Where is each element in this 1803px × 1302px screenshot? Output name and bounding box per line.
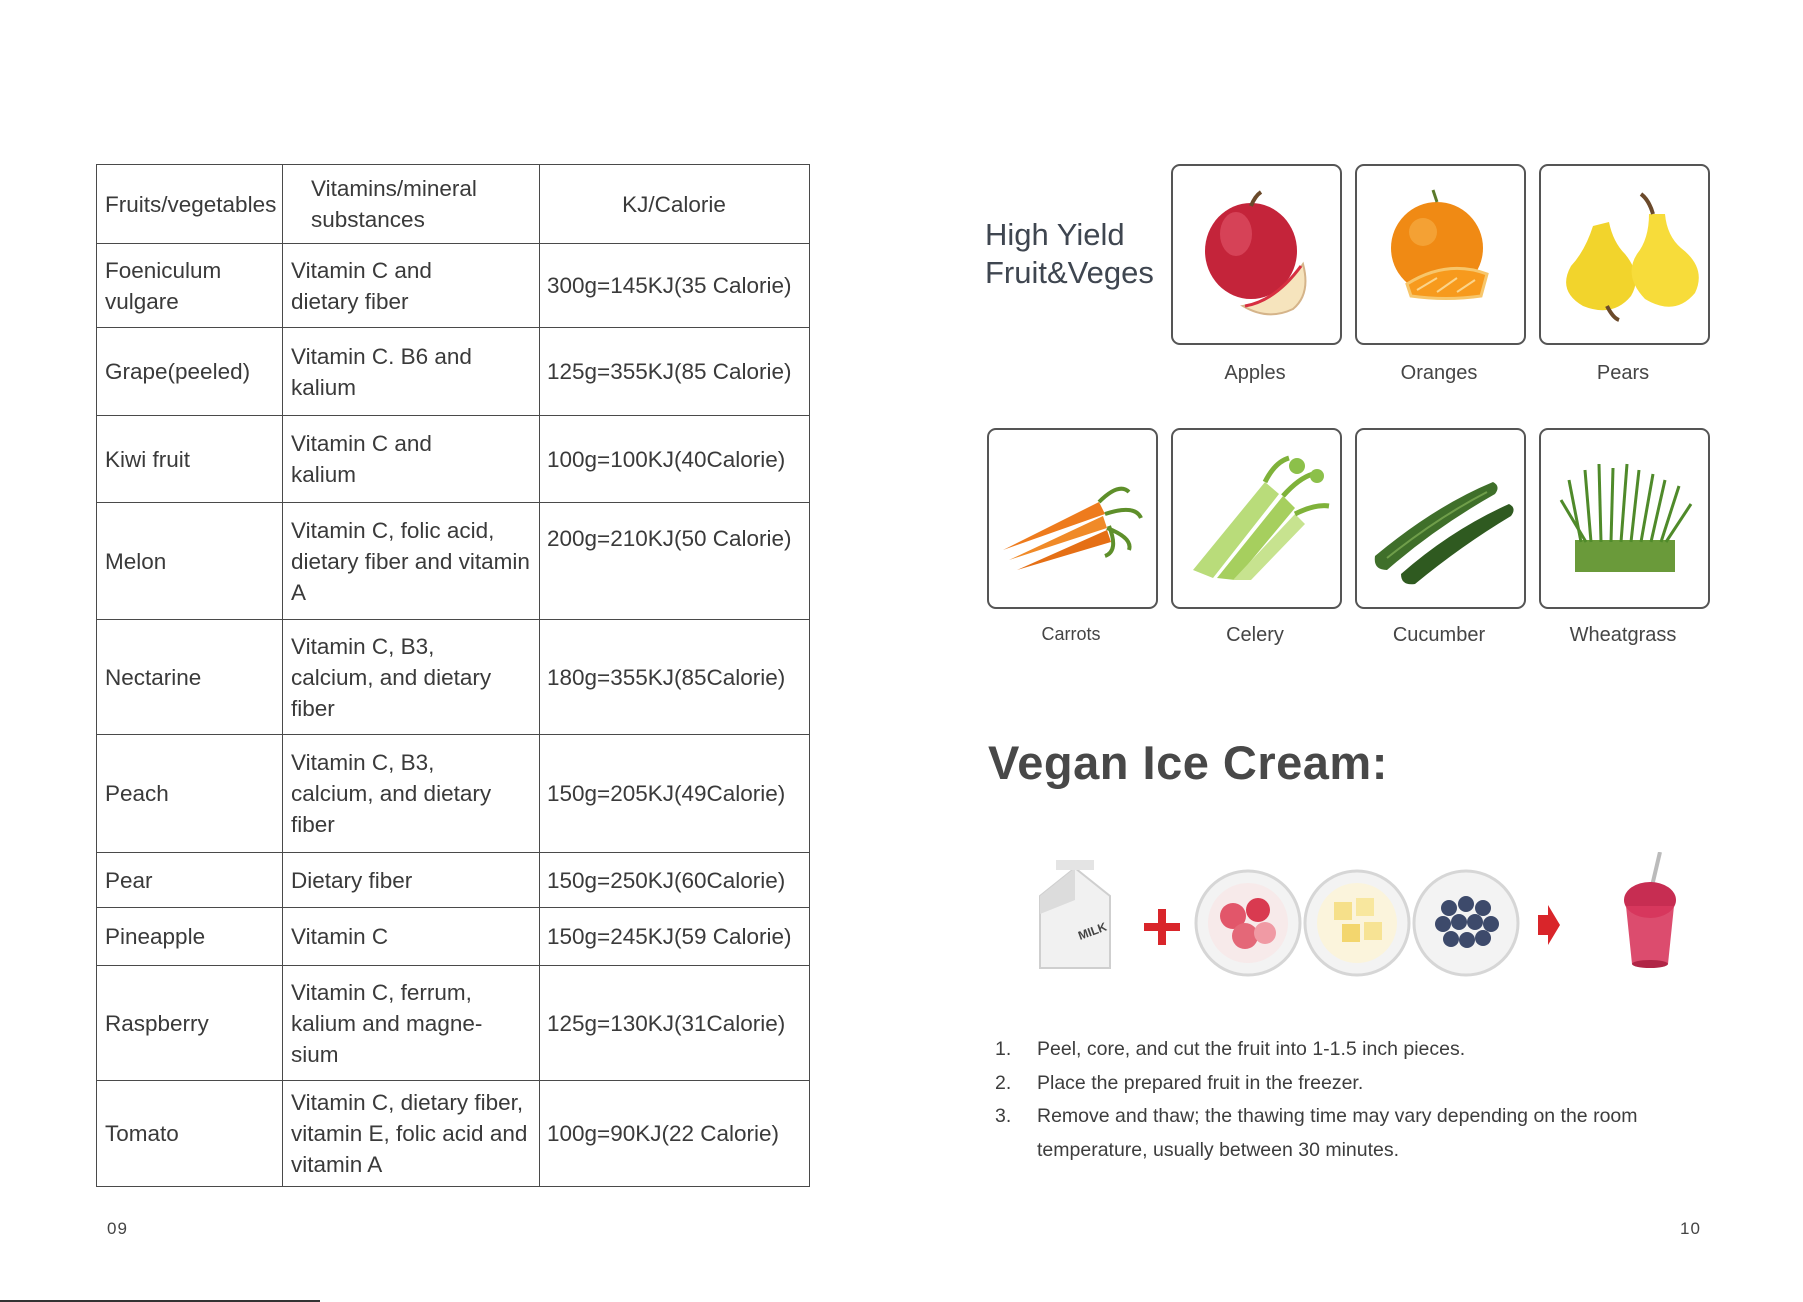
page-number-left: 09 (107, 1219, 128, 1238)
pineapple-bowl-icon (1303, 869, 1411, 977)
cell-vitamins: Vitamin C, folic acid, dietary fiber and… (282, 502, 540, 620)
recipe-title: Vegan Ice Cream: (988, 736, 1388, 789)
cell-kj: 125g=130KJ(31Calorie) (539, 965, 810, 1081)
produce-tile-carrots (987, 428, 1158, 609)
pear-icon (1566, 192, 1699, 322)
produce-tile-celery (1171, 428, 1342, 609)
step-text: Peel, core, and cut the fruit into 1-1.5… (1037, 1038, 1466, 1060)
cell-kj: 200g=210KJ(50 Calorie) (539, 502, 810, 620)
table-row: Pear Dietary fiber 150g=250KJ(60Calorie) (96, 852, 810, 908)
table-row: Grape(peeled) Vitamin C. B6 and kalium 1… (96, 327, 810, 416)
produce-tile-cucumber (1355, 428, 1526, 609)
carrot-icon (1003, 486, 1143, 570)
step-number: 3. (995, 1105, 1012, 1127)
table-row: Nectarine Vitamin C, B3, calcium, and di… (96, 619, 810, 735)
cell-kj: 100g=100KJ(40Calorie) (539, 415, 810, 503)
produce-label-celery: Celery (1226, 624, 1284, 646)
table-row: Peach Vitamin C, B3, calcium, and dietar… (96, 734, 810, 853)
produce-tile-pears (1539, 164, 1710, 345)
step-number: 1. (995, 1038, 1012, 1060)
arrow-right-icon (1538, 905, 1560, 945)
step-number: 2. (995, 1071, 1012, 1094)
produce-tile-apples (1171, 164, 1342, 345)
produce-label-oranges: Oranges (1400, 362, 1478, 384)
cell-kj: 150g=205KJ(49Calorie) (539, 734, 810, 853)
produce-label-apples: Apples (1224, 362, 1286, 384)
recipe-steps: 1. Peel, core, and cut the fruit into 1-… (995, 1033, 1715, 1167)
section-title-line2: Fruit&Veges (985, 255, 1154, 290)
cell-item: Raspberry (96, 965, 283, 1081)
cell-item: Grape(peeled) (96, 327, 283, 416)
produce-tile-oranges (1355, 164, 1526, 345)
table-header-row: Fruits/vegetables Vitamins/mineral subst… (96, 164, 810, 244)
produce-label-pears: Pears (1596, 362, 1650, 384)
page-number-right: 10 (1680, 1219, 1701, 1238)
header-kj-calorie: KJ/Calorie (539, 164, 810, 244)
step-text: Place the prepared fruit in the freezer. (1037, 1071, 1364, 1094)
step-text: Remove and thaw; the thawing time may va… (1037, 1105, 1638, 1161)
celery-icon (1193, 455, 1330, 580)
cell-item: Tomato (96, 1080, 283, 1187)
table-row: Kiwi fruit Vitamin C and kalium 100g=100… (96, 415, 810, 503)
cell-vitamins: Dietary fiber (282, 852, 540, 908)
plus-icon (1144, 909, 1180, 945)
cucumber-icon (1374, 482, 1514, 585)
cell-item: Kiwi fruit (96, 415, 283, 503)
apple-icon (1205, 190, 1307, 316)
header-fruits-vegetables: Fruits/vegetables (96, 164, 283, 244)
cell-item: Nectarine (96, 619, 283, 735)
cell-kj: 150g=245KJ(59 Calorie) (539, 907, 810, 966)
cell-vitamins: Vitamin C, B3, calcium, and dietary fibe… (282, 619, 540, 735)
blueberry-bowl-icon (1412, 869, 1520, 977)
cell-vitamins: Vitamin C and kalium (282, 415, 540, 503)
cell-vitamins: Vitamin C. B6 and kalium (282, 327, 540, 416)
recipe-step: 1. Peel, core, and cut the fruit into 1-… (995, 1033, 1715, 1067)
cell-vitamins: Vitamin C, B3, calcium, and dietary fibe… (282, 734, 540, 853)
section-title-line1: High Yield (985, 217, 1125, 252)
cell-kj: 100g=90KJ(22 Calorie) (539, 1080, 810, 1187)
cell-vitamins: Vitamin C (282, 907, 540, 966)
orange-icon (1391, 189, 1489, 300)
cell-kj: 300g=145KJ(35 Calorie) (539, 243, 810, 328)
produce-tile-wheatgrass (1539, 428, 1710, 609)
cell-item: Pear (96, 852, 283, 908)
table-row: Pineapple Vitamin C 150g=245KJ(59 Calori… (96, 907, 810, 966)
ice-cream-cup-icon (1624, 852, 1676, 968)
nutrition-table: Fruits/vegetables Vitamins/mineral subst… (96, 164, 810, 1187)
cell-item: Foeniculum vulgare (96, 243, 283, 328)
cell-vitamins: Vitamin C, dietary fiber, vitamin E, fol… (282, 1080, 540, 1187)
cell-vitamins: Vitamin C and dietary fiber (282, 243, 540, 328)
table-row: Melon Vitamin C, folic acid, dietary fib… (96, 502, 810, 620)
cell-kj: 125g=355KJ(85 Calorie) (539, 327, 810, 416)
recipe-step: 2. Place the prepared fruit in the freez… (995, 1067, 1715, 1101)
wheatgrass-icon (1559, 463, 1693, 572)
produce-label-cucumber: Cucumber (1392, 624, 1486, 646)
cell-item: Peach (96, 734, 283, 853)
header-vitamins: Vitamins/mineral substances (282, 164, 540, 244)
cell-vitamins: Vitamin C, ferrum, kalium and magne-sium (282, 965, 540, 1081)
section-title: High Yield Fruit&Veges (985, 216, 1154, 292)
milk-carton-icon: MILK (1039, 860, 1111, 969)
cell-item: Melon (96, 502, 283, 620)
table-row: Foeniculum vulgare Vitamin C and dietary… (96, 243, 810, 328)
cell-item: Pineapple (96, 907, 283, 966)
strawberry-bowl-icon (1194, 869, 1302, 977)
produce-label-wheatgrass: Wheatgrass (1569, 624, 1677, 646)
recipe-step: 3. Remove and thaw; the thawing time may… (995, 1100, 1715, 1167)
cell-kj: 150g=250KJ(60Calorie) (539, 852, 810, 908)
produce-label-carrots: Carrots (1041, 624, 1101, 644)
cell-kj: 180g=355KJ(85Calorie) (539, 619, 810, 735)
table-row: Raspberry Vitamin C, ferrum, kalium and … (96, 965, 810, 1081)
table-row: Tomato Vitamin C, dietary fiber, vitamin… (96, 1080, 810, 1187)
